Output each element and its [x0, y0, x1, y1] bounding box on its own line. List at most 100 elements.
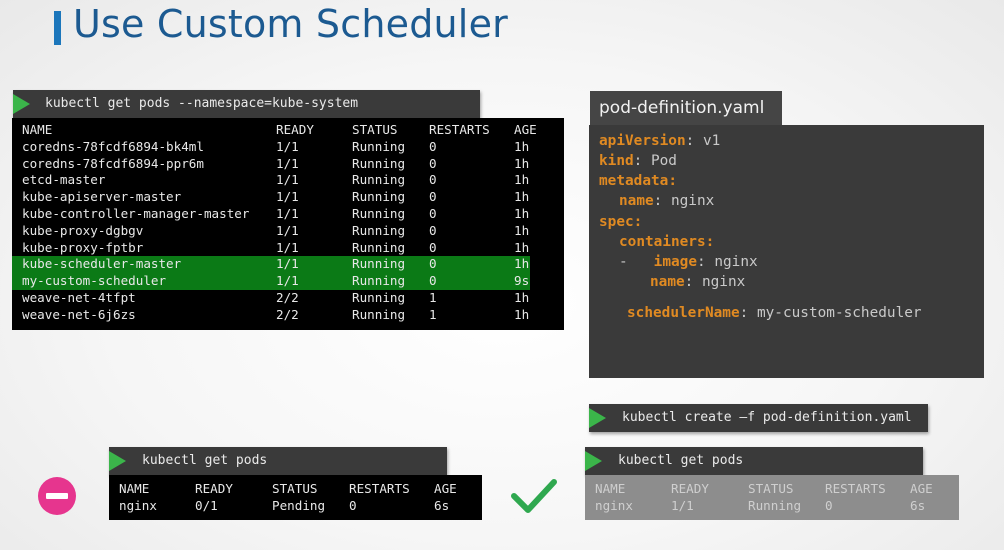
yaml-filename-tab: pod-definition.yaml	[590, 91, 782, 125]
cell-ready: 1/1	[276, 256, 299, 272]
cell-status: Running	[352, 222, 406, 238]
title-accent-bar	[54, 11, 61, 45]
cell-ready: 1/1	[276, 155, 299, 171]
cell-age: 1h	[514, 189, 530, 205]
yaml-line-apiversion: apiVersion: v1	[599, 133, 721, 149]
cell-status: Running	[352, 256, 406, 272]
yaml-line-containers: containers:	[619, 234, 715, 250]
cell-status: Running	[748, 497, 802, 513]
cell-restarts: 0	[429, 138, 437, 154]
play-icon	[109, 451, 126, 471]
table-row: coredns-78fcdf6894-ppr6m 1/1 Running 0 1h	[12, 156, 530, 173]
cell-restarts: 0	[429, 155, 437, 171]
cell-ready: 1/1	[276, 205, 299, 221]
table-header: NAME READY STATUS RESTARTS AGE	[12, 122, 564, 139]
header-age: AGE	[910, 481, 933, 496]
page-title: Use Custom Scheduler	[73, 2, 508, 46]
table-row: coredns-78fcdf6894-bk4ml 1/1 Running 0 1h	[12, 139, 530, 156]
cell-age: 1h	[514, 239, 530, 255]
cell-name: kube-controller-manager-master	[22, 205, 250, 221]
cell-age: 1h	[514, 306, 530, 322]
table-row: kube-apiserver-master 1/1 Running 0 1h	[12, 189, 530, 206]
header-ready: READY	[671, 481, 709, 496]
cell-age: 9s	[514, 273, 530, 289]
command-text: kubectl get pods	[618, 453, 744, 468]
cell-status: Running	[352, 289, 406, 305]
header-restarts: RESTARTS	[429, 122, 490, 137]
cell-restarts: 0	[429, 189, 437, 205]
cell-status: Running	[352, 155, 406, 171]
table-row-highlighted: my-custom-scheduler 1/1 Running 0 9s	[12, 273, 530, 290]
cell-restarts: 0	[429, 256, 437, 272]
cell-status: Running	[352, 138, 406, 154]
cell-status: Running	[352, 273, 406, 289]
cell-name: etcd-master	[22, 172, 106, 188]
right-get-pods-command-bar: kubectl get pods	[585, 447, 923, 475]
table-row: etcd-master 1/1 Running 0 1h	[12, 172, 530, 189]
table-row: weave-net-6j6zs 2/2 Running 1 1h	[12, 307, 530, 324]
cell-age: 1h	[514, 138, 530, 154]
header-ready: READY	[195, 481, 233, 496]
play-icon	[13, 94, 30, 114]
stop-icon	[38, 477, 76, 515]
yaml-line-metadata-name: name: nginx	[619, 193, 715, 209]
cell-ready: 0/1	[195, 497, 218, 513]
cell-restarts: 0	[429, 273, 437, 289]
header-restarts: RESTARTS	[349, 481, 410, 496]
cell-name: kube-proxy-fptbr	[22, 239, 144, 255]
table-row-highlighted: kube-scheduler-master 1/1 Running 0 1h	[12, 256, 530, 274]
table-row: kube-proxy-fptbr 1/1 Running 0 1h	[12, 240, 530, 257]
cell-ready: 1/1	[276, 222, 299, 238]
header-status: STATUS	[272, 481, 318, 496]
yaml-code-block: apiVersion: v1 kind: Pod metadata: name:…	[589, 125, 984, 378]
table-row: kube-controller-manager-master 1/1 Running…	[12, 206, 530, 223]
cell-name: kube-apiserver-master	[22, 189, 182, 205]
cell-age: 1h	[514, 172, 530, 188]
command-text: kubectl get pods	[142, 453, 268, 468]
play-icon	[589, 408, 606, 428]
table-row: nginx 0/1 Pending 0 6s	[109, 498, 482, 515]
left-get-pods-command-bar: kubectl get pods	[109, 447, 447, 475]
cell-ready: 2/2	[276, 306, 299, 322]
cell-restarts: 1	[429, 306, 437, 322]
cell-ready: 1/1	[276, 172, 299, 188]
cell-restarts: 0	[349, 497, 357, 513]
left-get-pods-terminal: NAME READY STATUS RESTARTS AGE nginx 0/1…	[109, 475, 482, 520]
table-row: nginx 1/1 Running 0 6s	[585, 498, 959, 515]
cell-age: 6s	[910, 497, 926, 513]
cell-age: 1h	[514, 289, 530, 305]
cell-age: 1h	[514, 205, 530, 221]
header-ready: READY	[276, 122, 314, 137]
header-name: NAME	[22, 122, 53, 137]
table-row: kube-proxy-dgbgv 1/1 Running 0 1h	[12, 223, 530, 240]
right-get-pods-terminal: NAME READY STATUS RESTARTS AGE nginx 1/1…	[585, 475, 959, 520]
cell-name: coredns-78fcdf6894-ppr6m	[22, 155, 204, 171]
yaml-line-kind: kind: Pod	[599, 153, 677, 169]
cell-ready: 1/1	[276, 138, 299, 154]
table-row: weave-net-4tfpt 2/2 Running 1 1h	[12, 290, 530, 307]
cell-ready: 1/1	[276, 189, 299, 205]
cell-age: 1h	[514, 155, 530, 171]
cell-name: weave-net-4tfpt	[22, 289, 136, 305]
header-status: STATUS	[748, 481, 794, 496]
cell-name: nginx	[595, 497, 633, 513]
cell-age: 6s	[434, 497, 450, 513]
cell-ready: 1/1	[276, 273, 299, 289]
cell-name: my-custom-scheduler	[22, 273, 167, 289]
yaml-line-spec: spec:	[599, 214, 643, 230]
cell-restarts: 0	[429, 205, 437, 221]
header-status: STATUS	[352, 122, 398, 137]
cell-restarts: 0	[429, 172, 437, 188]
cell-status: Running	[352, 239, 406, 255]
cell-restarts: 0	[429, 239, 437, 255]
cell-name: kube-proxy-dgbgv	[22, 222, 144, 238]
table-header: NAME READY STATUS RESTARTS AGE	[109, 481, 482, 498]
cell-restarts: 1	[429, 289, 437, 305]
checkmark-icon	[511, 479, 557, 513]
kube-system-command-bar: kubectl get pods --namespace=kube-system	[13, 90, 480, 118]
table-header: NAME READY STATUS RESTARTS AGE	[585, 481, 959, 498]
cell-status: Pending	[272, 497, 326, 513]
cell-ready: 2/2	[276, 289, 299, 305]
command-text: kubectl create –f pod-definition.yaml	[622, 410, 912, 425]
cell-status: Running	[352, 172, 406, 188]
